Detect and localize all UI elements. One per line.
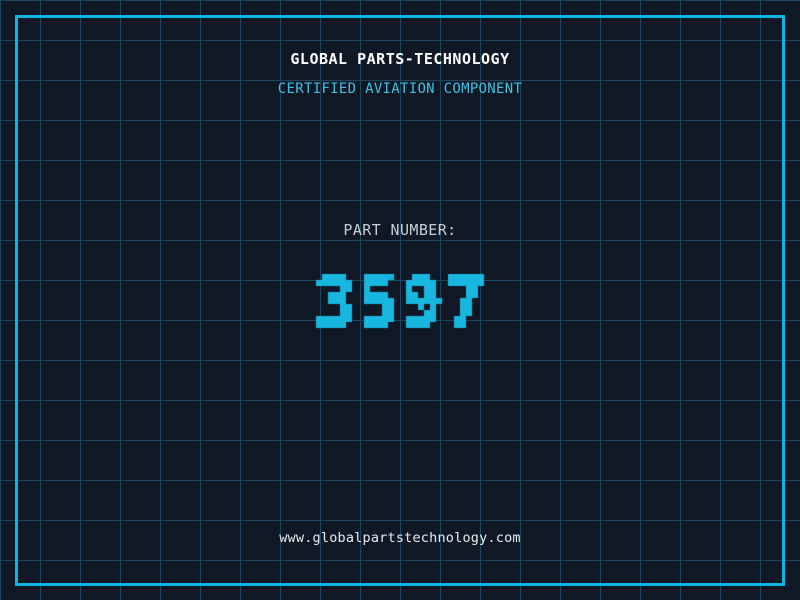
- company-title: GLOBAL PARTS-TECHNOLOGY: [290, 50, 510, 68]
- certification-subtitle: CERTIFIED AVIATION COMPONENT: [277, 81, 523, 97]
- part-number-display: [0, 262, 800, 344]
- part-number-value: [310, 262, 490, 340]
- website-url: www.globalpartstechnology.com: [279, 530, 521, 546]
- part-number-label: PART NUMBER:: [343, 221, 457, 239]
